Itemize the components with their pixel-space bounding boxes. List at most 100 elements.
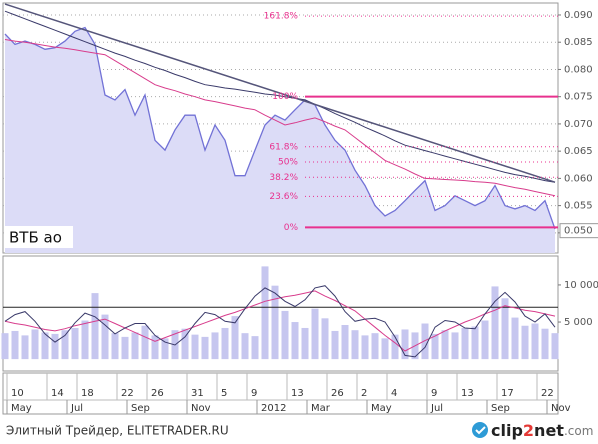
volume-bar	[531, 323, 539, 360]
y-tick-label: 0.075	[564, 92, 593, 103]
volume-bar	[121, 336, 129, 360]
volume-bar	[451, 332, 459, 360]
volume-bar	[381, 338, 389, 360]
y-tick-label: 0.080	[564, 64, 593, 75]
logo-part: .com	[564, 424, 593, 438]
series-line	[4, 26, 556, 230]
fib-label: 161.8%	[264, 12, 299, 22]
x-group-label: 2012	[261, 403, 286, 414]
annotation: ВТБ ао	[9, 229, 62, 247]
volume-bar	[321, 318, 329, 360]
volume-bar	[261, 266, 269, 360]
y-tick-label: 0.065	[564, 146, 593, 157]
x-tick-label: 13	[461, 388, 474, 399]
fib-label: 0%	[284, 223, 299, 233]
fib-label: 50%	[278, 158, 298, 168]
volume-bar	[141, 325, 149, 360]
logo-check	[475, 426, 486, 435]
volume-bar	[511, 317, 519, 360]
volume-bar	[191, 334, 199, 360]
x-group-label: Nov	[551, 403, 571, 414]
annotation-bg	[5, 226, 73, 248]
x-tick-label: 9	[431, 388, 437, 399]
volume-bar	[41, 332, 49, 360]
volume-bar	[1, 333, 9, 360]
volume-bar	[101, 314, 109, 360]
volume-bar	[501, 298, 509, 360]
volume-bar	[51, 333, 59, 360]
x-tick-label: 31	[191, 388, 204, 399]
volume-bar	[131, 332, 139, 360]
last-price-label: 0.050	[564, 226, 593, 237]
x-tick-label: 10	[11, 388, 24, 399]
volume-bar	[301, 327, 309, 360]
volume-bar	[421, 323, 429, 360]
volume-bar	[161, 338, 169, 360]
x-tick-label: 5	[221, 388, 227, 399]
volume-bar	[341, 325, 349, 360]
y-tick-label: 0.055	[564, 201, 593, 212]
volume-bar	[471, 326, 479, 360]
x-tick-label: 22	[541, 388, 554, 399]
y-tick-label: 0.060	[564, 173, 593, 184]
volume-bar	[431, 333, 439, 360]
volume-bar	[401, 329, 409, 360]
volume-bar	[331, 330, 339, 360]
price-panel: 0.050 0.055 0.060 0.065 0.070 0.075 0.080 0.085…	[2, 2, 598, 254]
x-group-label: Sep	[131, 403, 150, 414]
volume-bar	[481, 320, 489, 360]
x-tick-label: 9	[251, 388, 257, 399]
volume-bar	[521, 325, 529, 360]
volume-bar	[361, 335, 369, 360]
volume-bar	[441, 330, 449, 360]
volume-bar	[111, 333, 119, 360]
oscillator-line	[4, 285, 556, 358]
x-axis: 10 14 18 22 26 31 5 9 13 26 2 4 9 13 17 22 May Jul Sep Nov 2…	[2, 372, 571, 415]
volume-bar	[81, 320, 89, 360]
source: Элитный Трейдер, ELITETRADER.RU	[6, 424, 229, 438]
fib-label: 100%	[272, 92, 298, 102]
volume-bar	[351, 330, 359, 360]
volume-bar	[251, 336, 259, 360]
volume-bar	[11, 330, 19, 360]
logo-icon	[472, 422, 488, 438]
x-tick-label: 17	[501, 388, 514, 399]
volume-bar	[61, 330, 69, 360]
logo: clip2net.com	[491, 421, 593, 440]
volume-bar	[271, 285, 279, 360]
volume-bar	[281, 310, 289, 360]
volume-bar	[491, 286, 499, 360]
volume-bar	[241, 333, 249, 360]
volume-bar	[91, 293, 99, 360]
series-line	[4, 10, 556, 183]
volume-bar	[541, 328, 549, 360]
footer: Элитный Трейдер, ELITETRADER.RU clip2net…	[0, 415, 598, 444]
volume-bar	[151, 335, 159, 360]
volume-bar	[71, 327, 79, 360]
y-tick-label: 0.085	[564, 37, 593, 48]
trend-line	[4, 3, 556, 183]
footer-bg	[0, 415, 598, 444]
x-tick-label: 26	[151, 388, 164, 399]
x-group-label: May	[371, 403, 392, 414]
volume-bar	[221, 327, 229, 360]
volume-bar	[231, 316, 239, 360]
volume-bar	[391, 334, 399, 360]
series-line	[4, 39, 556, 197]
volume-bar	[211, 332, 219, 360]
x-tick-label: 13	[291, 388, 304, 399]
volume-panel: 5 000 10 000	[1, 255, 598, 372]
volume-bar	[371, 333, 379, 360]
y-tick-label: 0.070	[564, 119, 593, 130]
x-tick-label: 18	[81, 388, 94, 399]
logo-part: 2	[523, 421, 534, 440]
x-group-label: May	[11, 403, 32, 414]
x-tick-label: 2	[361, 388, 367, 399]
volume-bar	[201, 336, 209, 360]
x-group-label: Nov	[191, 403, 211, 414]
last-price-box	[559, 223, 598, 239]
volume-bar	[291, 322, 299, 360]
fib-label: 61.8%	[269, 142, 298, 152]
